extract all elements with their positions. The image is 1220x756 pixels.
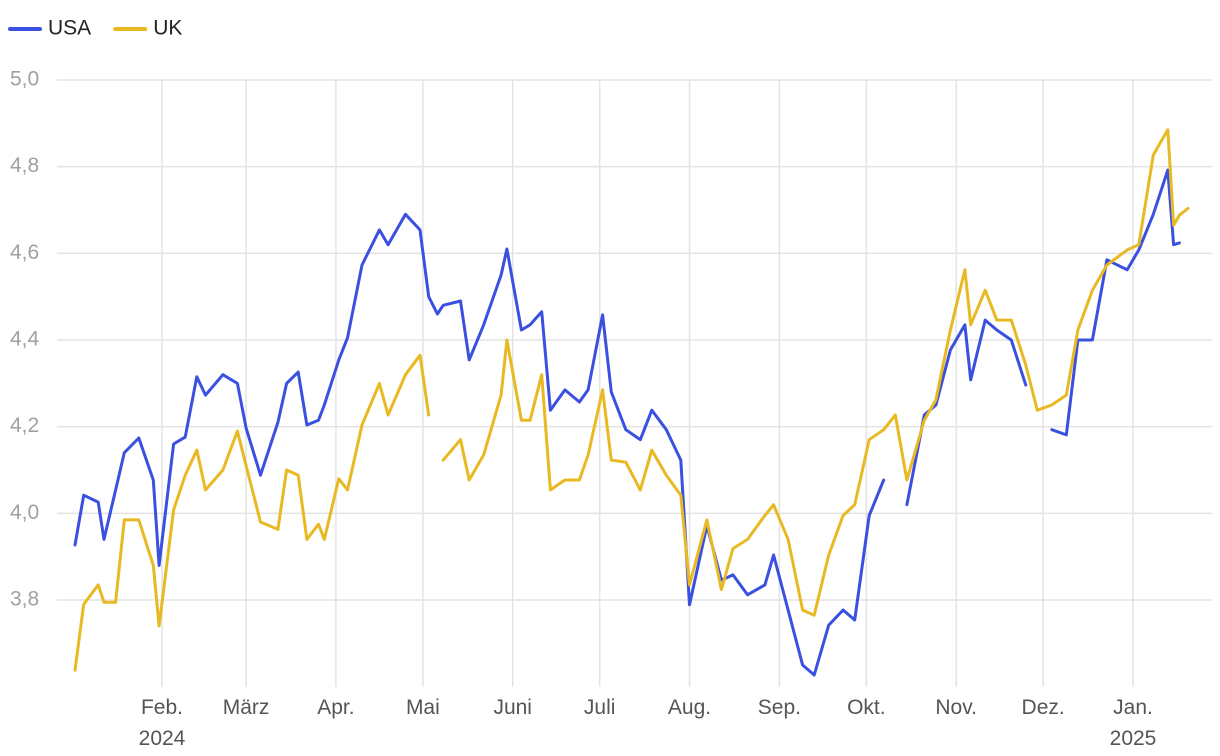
y-tick-label: 4,4	[10, 328, 40, 351]
x-tick-label: Juli	[583, 696, 616, 719]
x-tick-label: Nov.	[935, 696, 977, 719]
x-tick-label: Juni	[493, 696, 532, 719]
legend-label: UK	[153, 17, 182, 40]
y-tick-label: 4,0	[10, 501, 39, 524]
x-tick-label: Aug.	[667, 696, 712, 719]
line	[73, 168, 1181, 677]
x-tick-label: März	[222, 696, 270, 719]
y-tick-label: 4,2	[10, 414, 39, 437]
x-tick-label: Sep.	[757, 696, 801, 719]
x-tick-label: Dez.	[1021, 696, 1065, 719]
y-tick-label: 4,8	[10, 154, 39, 177]
legend-label: USA	[48, 17, 91, 40]
y-tick-label: 3,8	[10, 588, 39, 611]
x-tick-label: Feb. 2024	[138, 696, 186, 750]
x-tick-label: Jan. 2025	[1109, 696, 1157, 750]
x-tick-label: Mai	[405, 696, 440, 719]
y-tick-label: 4,6	[10, 241, 39, 264]
x-tick-label: Apr.	[317, 696, 355, 719]
x-tick-label: Okt.	[847, 696, 886, 719]
line	[73, 128, 1190, 672]
y-tick-label: 5,0	[10, 68, 39, 91]
